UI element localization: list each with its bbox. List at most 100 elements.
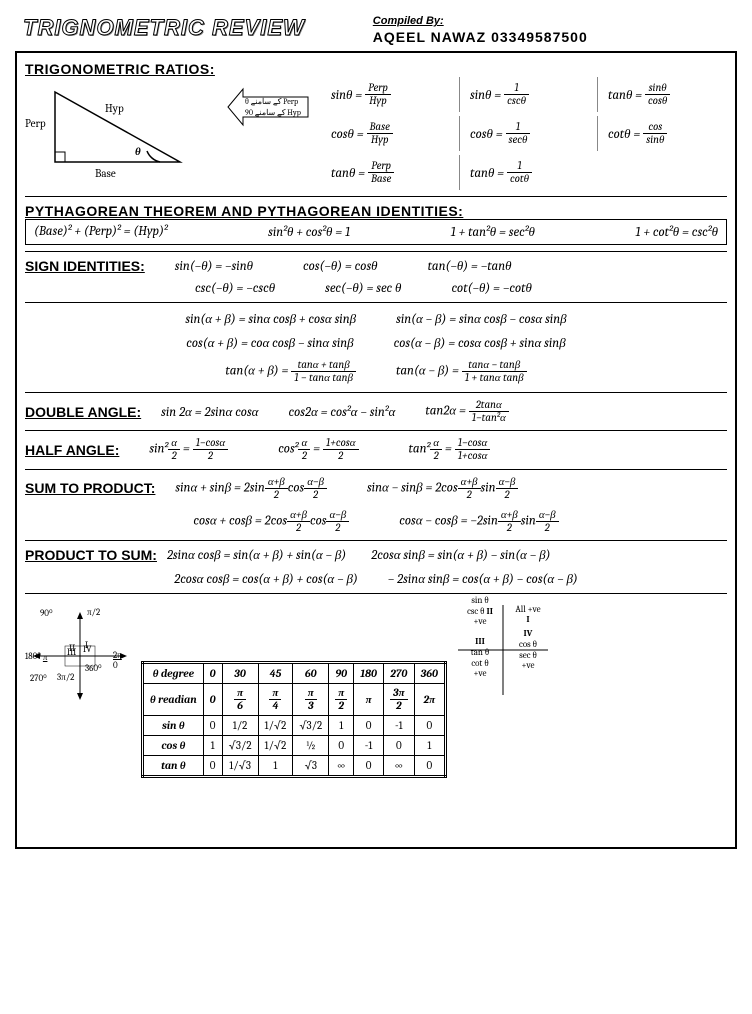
rad-cell: π6: [222, 683, 258, 715]
triangle-diagram: Perp Hyp Base θ: [25, 77, 205, 190]
rad-cell: 3π2: [383, 683, 414, 715]
rad-cell: π: [354, 683, 384, 715]
arrow-hint: θ کے سامنے Perp 90 کے سامنے Hyp: [213, 77, 313, 190]
arrow-line2: 90 کے سامنے Hyp: [245, 108, 305, 117]
val-cell: 0: [414, 716, 445, 736]
sin-ab-plus: sin(α + β) = sinα cosβ + cosα sinβ: [185, 311, 356, 327]
half-heading: HALF ANGLE:: [25, 442, 119, 458]
val-cell: 1/√3: [222, 756, 258, 777]
perp-label: Perp: [25, 117, 46, 130]
sign-sin: sin(−θ) = −sinθ: [175, 258, 253, 274]
val-cell: 1: [414, 736, 445, 756]
val-cell: 0: [354, 756, 384, 777]
ps-1: 2sinα cosβ = sin(α + β) + sin(α − β): [167, 547, 346, 563]
sign-tan: tan(−θ) = −tanθ: [428, 258, 512, 274]
val-cell: 1/√2: [258, 716, 293, 736]
prodsum-row2: 2cosα cosβ = cos(α + β) + cos(α − β) − 2…: [25, 571, 727, 587]
cos-ab-plus: cos(α + β) = coα cosβ − sinα sinβ: [186, 335, 353, 351]
pyth-3: 1 + tan²θ = sec²θ: [451, 224, 535, 240]
sign-heading: SIGN IDENTITIES:: [25, 258, 145, 274]
row-label: cos θ: [143, 736, 204, 756]
rad-cell: π4: [258, 683, 293, 715]
row-label: sin θ: [143, 716, 204, 736]
rad-cell: π2: [329, 683, 354, 715]
ratio-tan: tanθ = sinθcosθ: [597, 77, 727, 112]
val-cell: 0: [329, 736, 354, 756]
sumprod-row2: cosα + cosβ = 2cosα+β2cosα−β2 cosα − cos…: [25, 509, 727, 534]
sign-cot: cot(−θ) = −cotθ: [451, 280, 531, 296]
ratios-row: Perp Hyp Base θ θ کے سامنے Perp 90 کے سا…: [25, 77, 727, 190]
double-heading: DOUBLE ANGLE:: [25, 404, 141, 420]
sign-sec: sec(−θ) = sec θ: [325, 280, 401, 296]
th-radian: θ readian: [143, 683, 204, 715]
val-cell: 1: [203, 736, 222, 756]
val-cell: ½: [293, 736, 329, 756]
pyth-2: sin²θ + cos²θ = 1: [268, 224, 350, 240]
main-title: TRIGNOMETRIC REVIEW: [15, 15, 313, 41]
sumprod-heading: SUM TO PRODUCT:: [25, 480, 155, 496]
val-cell: 0: [354, 716, 384, 736]
sp-cos-plus: cosα + cosβ = 2cosα+β2cosα−β2: [193, 509, 349, 534]
val-cell: ∞: [329, 756, 354, 777]
deg-cell: 180: [354, 662, 384, 683]
sin-ab-minus: sin(α − β) = sinα cosβ − cosα sinβ: [396, 311, 567, 327]
byline: Compiled By: AQEEL NAWAZ 03349587500: [373, 15, 588, 45]
sumdiff-1: sin(α + β) = sinα cosβ + cosα sinβ sin(α…: [25, 311, 727, 327]
deg-cell: 270: [383, 662, 414, 683]
val-cell: -1: [354, 736, 384, 756]
deg-cell: 45: [258, 662, 293, 683]
values-table: θ degree030456090180270360θ readian0π6π4…: [141, 661, 447, 778]
prodsum-row1: PRODUCT TO SUM: 2sinα cosβ = sin(α + β) …: [25, 547, 727, 563]
arrow-svg: [213, 77, 313, 137]
tan-ab-minus: tan(α − β) = tanα − tanβ1 + tanα tanβ: [396, 359, 527, 384]
sumdiff-3: tan(α + β) = tanα + tanβ1 − tanα tanβ ta…: [25, 359, 727, 384]
deg-cell: 60: [293, 662, 329, 683]
ratio-sin: sinθ = PerpHyp: [321, 77, 451, 112]
deg-cell: 90: [329, 662, 354, 683]
ratio-sin-csc: sinθ = 1cscθ: [459, 77, 589, 112]
val-cell: 0: [414, 756, 445, 777]
ps-4: − 2sinα sinβ = cos(α + β) − cos(α − β): [388, 571, 578, 587]
val-cell: 1/2: [222, 716, 258, 736]
half-row: HALF ANGLE: sin²α2 = 1−cosα2 cos²α2 = 1+…: [25, 437, 727, 462]
deg-cell: 360: [414, 662, 445, 683]
val-cell: ∞: [383, 756, 414, 777]
double-sin: sin 2α = 2sinα cosα: [161, 404, 258, 420]
sp-cos-minus: cosα − cosβ = −2sinα+β2sinα−β2: [399, 509, 558, 534]
hyp-label: Hyp: [105, 102, 124, 115]
quadrant-left: 90⁰ π/2 180⁰ π 2π 0 II I III IV 360⁰ 270…: [25, 606, 135, 833]
ql-q4: IV: [83, 645, 193, 655]
val-cell: 1: [258, 756, 293, 777]
author-name: AQEEL NAWAZ 03349587500: [373, 29, 588, 45]
ratios-heading: TRIGONOMETRIC RATIOS:: [25, 61, 215, 77]
sign-row1: SIGN IDENTITIES: sin(−θ) = −sinθ cos(−θ)…: [25, 258, 727, 274]
theta-label: θ: [135, 145, 141, 158]
val-cell: √3: [293, 756, 329, 777]
sign-row2: csc(−θ) = −cscθ sec(−θ) = sec θ cot(−θ) …: [195, 280, 727, 296]
half-sin: sin²α2 = 1−cosα2: [149, 437, 228, 462]
ql-pi2: π/2: [87, 607, 197, 618]
base-label: Base: [95, 167, 116, 180]
val-cell: -1: [383, 716, 414, 736]
val-cell: 1/√2: [258, 736, 293, 756]
sp-sin-plus: sinα + sinβ = 2sinα+β2cosα−β2: [175, 476, 327, 501]
ratio-tan-cot: tanθ = 1cotθ: [459, 155, 589, 190]
ratio-cot: cotθ = cossinθ: [597, 116, 727, 151]
compiled-label: Compiled By:: [373, 15, 588, 27]
val-cell: √3/2: [222, 736, 258, 756]
ratio-cos: cosθ = BaseHyp: [321, 116, 451, 151]
double-row: DOUBLE ANGLE: sin 2α = 2sinα cosα cos2α …: [25, 399, 727, 424]
val-cell: 0: [383, 736, 414, 756]
val-cell: 0: [203, 756, 222, 777]
ratio-grid: sinθ = PerpHyp sinθ = 1cscθ tanθ = sinθc…: [321, 77, 727, 190]
half-tan: tan²α2 = 1−cosα1+cosα: [409, 437, 491, 462]
double-cos: cos2α = cos²α − sin²α: [289, 404, 396, 420]
double-tan: tan2α = 2tanα1−tan²α: [425, 399, 508, 424]
sumdiff-2: cos(α + β) = coα cosβ − sinα sinβ cos(α …: [25, 335, 727, 351]
val-cell: 0: [203, 716, 222, 736]
deg-cell: 30: [222, 662, 258, 683]
page-header: TRIGNOMETRIC REVIEW Compiled By: AQEEL N…: [15, 15, 737, 45]
val-cell: 1: [329, 716, 354, 736]
pyth-1: (Base)² + (Perp)² = (Hyp)²: [34, 224, 168, 240]
page-body: TRIGONOMETRIC RATIOS: Perp Hyp Base θ θ …: [15, 51, 737, 849]
